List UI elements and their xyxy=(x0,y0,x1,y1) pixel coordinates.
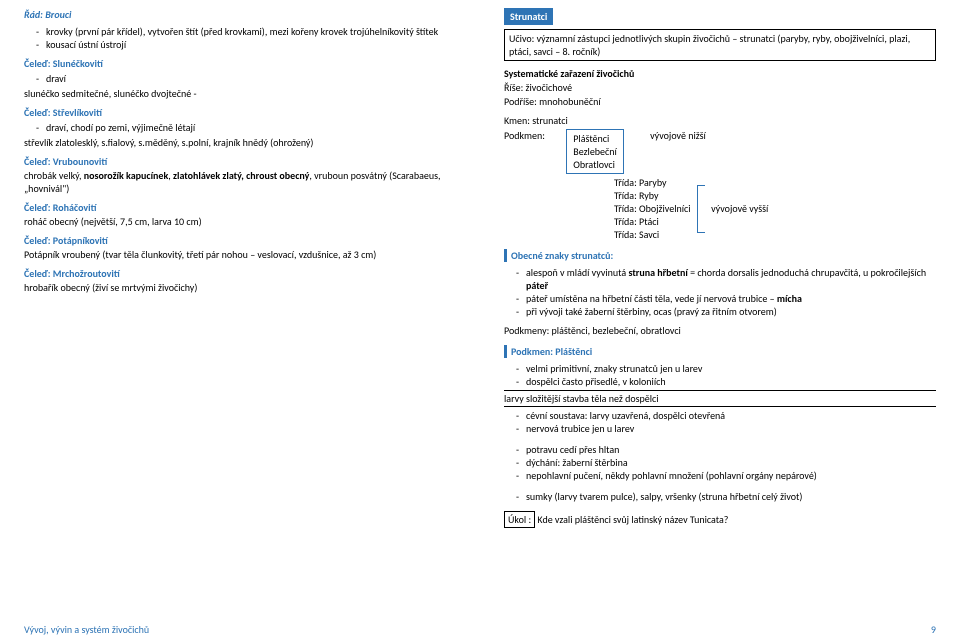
tax-line: Podříše: mnohobuněční xyxy=(504,95,936,108)
species-line: roháč obecný (největší, 7,5 cm, larva 10… xyxy=(24,215,484,228)
task-row: Úkol : Kde vzali pláštěnci svůj latinský… xyxy=(504,511,936,528)
boxed-line: larvy složitější stavba těla než dospělc… xyxy=(504,390,936,407)
podkmen-row: Podkmen: Pláštěnci Bezlebeční Obratlovci… xyxy=(504,129,936,174)
bullet: velmi primitivní, znaky strunatců jen u … xyxy=(504,362,936,375)
family-heading: Čeleď: Střevlíkovití xyxy=(24,106,484,119)
class-line: Třída: Ptáci xyxy=(504,215,691,228)
class-line: Třída: Ryby xyxy=(504,189,691,202)
podkmen-label: Podkmen: xyxy=(504,129,564,142)
family-heading: Čeleď: Slunéčkovití xyxy=(24,57,484,70)
page-number: 9 xyxy=(931,623,936,636)
order-heading: Řád: Brouci xyxy=(24,8,484,21)
bullet: nervová trubice jen u larev xyxy=(504,422,936,435)
class-group: Třída: Paryby Třída: Ryby Třída: Obojživ… xyxy=(504,176,936,241)
footer-title: Vývoj, vývin a systém živočichů xyxy=(24,623,149,636)
bullet: draví xyxy=(24,72,484,85)
bullet: cévní soustava: larvy uzavřená, dospělci… xyxy=(504,409,936,422)
bullet: krovky (první pár křídel), vytvořen štít… xyxy=(24,25,484,38)
family-heading: Čeleď: Roháčovití xyxy=(24,201,484,214)
bullet: potravu cedí přes hltan xyxy=(504,443,936,456)
bullet: při vývoji také žaberní štěrbiny, ocas (… xyxy=(504,305,936,318)
bullet: kousací ústní ústrojí xyxy=(24,38,484,51)
feature-list: alespoň v mládí vyvinutá struna hřbetní … xyxy=(504,266,936,318)
class-line: Třída: Savci xyxy=(504,228,691,241)
class-line: Třída: Paryby xyxy=(504,176,691,189)
species-line: Potápník vroubený (tvar těla člunkovitý,… xyxy=(24,248,484,261)
subsection-heading: Podkmen: Pláštěnci xyxy=(504,345,936,358)
subsection-heading: Obecné znaky strunatců: xyxy=(504,249,936,262)
evo-label: vývojově nižší xyxy=(650,129,706,142)
tax-box: Pláštěnci Bezlebeční Obratlovci xyxy=(566,129,624,174)
plastenci-list: velmi primitivní, znaky strunatců jen u … xyxy=(504,362,936,388)
systematic-heading: Systematické zařazení živočichů xyxy=(504,67,936,80)
tax-line: Říše: živočichové xyxy=(504,81,936,94)
family-heading: Čeleď: Vrubounovití xyxy=(24,155,484,168)
bullet: dospělci často přisedlé, v koloniích xyxy=(504,375,936,388)
podkmeny-line: Podkmeny: pláštěnci, bezlebeční, obratlo… xyxy=(504,324,936,337)
page-footer: Vývoj, vývin a systém živočichů 9 xyxy=(24,623,936,636)
species-line: slunéčko sedmitečné, slunéčko dvojtečné … xyxy=(24,87,484,100)
tax-item: Bezlebeční xyxy=(573,145,617,158)
bullet: draví, chodí po zemi, výjimečně létají xyxy=(24,121,484,134)
tax-line: Kmen: strunatci xyxy=(504,114,936,127)
tax-item: Pláštěnci xyxy=(573,132,617,145)
bullet: nepohlavní pučení, někdy pohlavní množen… xyxy=(504,469,936,482)
bullet: páteř umístěna na hřbetní části těla, ve… xyxy=(504,292,936,305)
tax-item: Obratlovci xyxy=(573,158,617,171)
family-heading: Čeleď: Mrchožroutovití xyxy=(24,267,484,280)
family-heading: Čeleď: Potápníkovití xyxy=(24,234,484,247)
species-line: chrobák velký, nosorožík kapucínek, zlat… xyxy=(24,169,484,195)
task-label: Úkol : xyxy=(504,511,535,528)
order-bullets: krovky (první pár křídel), vytvořen štít… xyxy=(24,25,484,51)
evo-label: vývojově vyšší xyxy=(711,202,768,215)
intro-box: Učivo: významní zástupci jednotlivých sk… xyxy=(504,29,936,61)
species-line: střevlík zlatolesklý, s.fialový, s.měděn… xyxy=(24,136,484,149)
left-column: Řád: Brouci krovky (první pár křídel), v… xyxy=(24,8,484,528)
bullet: alespoň v mládí vyvinutá struna hřbetní … xyxy=(504,266,936,292)
right-column: Strunatci Učivo: významní zástupci jedno… xyxy=(504,8,936,528)
bullet: dýchání: žaberní štěrbina xyxy=(504,456,936,469)
task-text: Kde vzali pláštěnci svůj latinský název … xyxy=(537,513,728,526)
species-line: hrobařík obecný (živí se mrtvými živočic… xyxy=(24,281,484,294)
bullet: sumky (larvy tvarem pulce), salpy, vršen… xyxy=(504,490,936,503)
section-heading: Strunatci xyxy=(504,8,553,25)
class-line: Třída: Obojživelníci xyxy=(504,202,691,215)
